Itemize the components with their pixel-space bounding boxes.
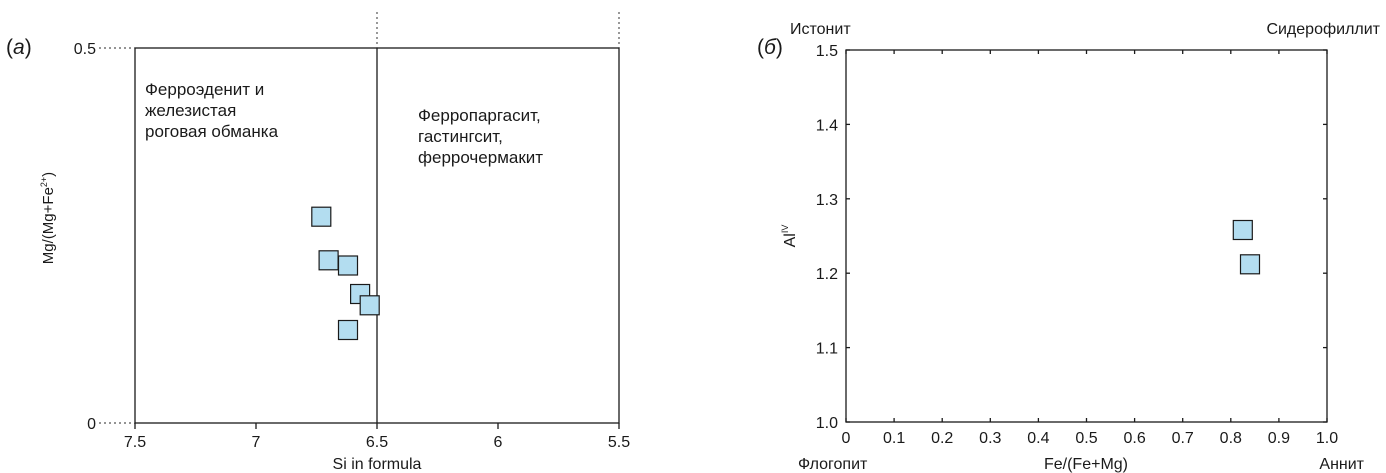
panel-a-region-left-line-1: Ферроэденит и: [145, 80, 264, 99]
panel-b-plot-frame: [845, 49, 1328, 423]
panel-b-ytick-1.5: 1.5: [816, 43, 838, 60]
data-point-a-1: [311, 206, 332, 227]
data-point-a-3: [337, 255, 359, 276]
panel-a-ylabel: Mg/(Mg+Fe2+): [39, 172, 57, 264]
panel-a-region-left-line-3: роговая обманка: [145, 122, 279, 141]
panel-b-xtick-0.7: 0.7: [1172, 430, 1194, 447]
panel-b-xtick-0.1: 0.1: [883, 430, 905, 447]
panel-b-ylabel: AlIV: [780, 225, 799, 248]
panel-a-xtick-6.5: 6.5: [366, 434, 388, 451]
panel-b-xtick-0.3: 0.3: [979, 430, 1001, 447]
panel-b-ytick-1.1: 1.1: [816, 341, 838, 358]
panel-a-region-left-line-2: железистая: [145, 101, 236, 120]
data-point-a-5: [359, 295, 380, 316]
panel-a-ytick-0.5: 0.5: [74, 41, 96, 58]
panel-b-label: (б): [757, 36, 783, 59]
panel-a-xtick-6: 6: [494, 434, 503, 451]
panel-b-xtick-0.5: 0.5: [1075, 430, 1097, 447]
panel-a-label: (a): [6, 36, 32, 59]
panel-a-region-right-line-3: феррочермакит: [418, 148, 543, 167]
data-point-a-6: [337, 319, 359, 341]
panel-b: (б) Истонит Сидерофиллит Флогопит Аннит …: [757, 21, 1381, 473]
panel-a-region-right: Ферропаргасит, гастингсит, феррочермакит: [418, 106, 543, 167]
panel-b-xtick-0.6: 0.6: [1123, 430, 1145, 447]
corner-label-bottom-left: Флогопит: [798, 456, 868, 473]
panel-b-xlabel: Fe/(Fe+Mg): [1044, 456, 1128, 473]
panel-b-xtick-0.4: 0.4: [1027, 430, 1049, 447]
panel-b-xtick-1.0: 1.0: [1316, 430, 1338, 447]
panel-a-xlabel: Si in formula: [333, 456, 422, 473]
panel-a-region-left: Ферроэденит и железистая роговая обманка: [145, 80, 279, 141]
panel-b-xtick-0.2: 0.2: [931, 430, 953, 447]
data-point-b-1: [1232, 219, 1253, 241]
panel-a-points: [311, 206, 380, 341]
panel-a-region-right-line-2: гастингсит,: [418, 127, 503, 146]
panel-b-xtick-0.9: 0.9: [1268, 430, 1290, 447]
data-point-a-2: [318, 250, 339, 271]
panel-a-region-right-line-1: Ферропаргасит,: [418, 106, 541, 125]
panel-b-points: [1232, 219, 1261, 275]
panel-b-ytick-1.4: 1.4: [816, 117, 838, 134]
panel-a-xtick-7.5: 7.5: [124, 434, 146, 451]
corner-label-top-right: Сидерофиллит: [1266, 21, 1380, 38]
data-point-b-2: [1239, 254, 1261, 275]
panel-a-ytick-0: 0: [87, 416, 96, 433]
panel-a-x-ticks: 7.5 7 6.5 6 5.5: [124, 423, 630, 451]
corner-label-top-left: Истонит: [790, 21, 851, 38]
panel-b-ytick-1.3: 1.3: [816, 192, 838, 209]
panel-a: (a) 0.5 0 7.5 7 6.5 6 5.5 Si in formula …: [6, 12, 630, 473]
panel-b-ticks: 0 0.1 0.2 0.3 0.4 0.5 0.6 0.7 0.8 0.9 1.0 1.0 1.1 1.2…: [816, 43, 1338, 447]
panel-b-xtick-0.8: 0.8: [1220, 430, 1242, 447]
panel-a-xtick-5.5: 5.5: [608, 434, 630, 451]
corner-label-bottom-right: Аннит: [1319, 456, 1364, 473]
panel-b-xtick-0: 0: [842, 430, 851, 447]
panel-b-ytick-1.2: 1.2: [816, 266, 838, 283]
panel-b-ytick-1.0: 1.0: [816, 415, 838, 432]
panel-a-xtick-7: 7: [252, 434, 261, 451]
